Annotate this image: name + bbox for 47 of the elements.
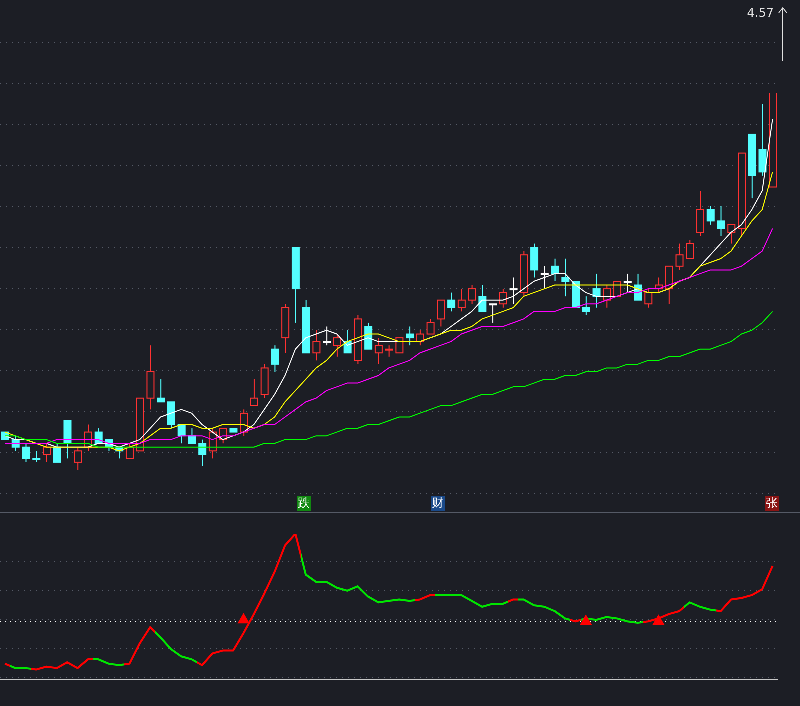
candlestick — [448, 292, 456, 312]
candlestick — [271, 345, 280, 372]
candlestick — [530, 243, 539, 278]
candlestick — [686, 240, 694, 260]
candlestick — [468, 284, 476, 305]
candlestick — [406, 326, 414, 346]
candlestick — [758, 104, 767, 176]
candlestick — [562, 258, 570, 298]
candlestick — [696, 190, 705, 237]
text: 财 — [431, 496, 445, 511]
candlestick — [510, 277, 518, 305]
candlestick — [644, 288, 653, 308]
candlestick — [385, 345, 394, 358]
candlestick — [499, 288, 508, 308]
candlestick — [676, 243, 684, 271]
candlestick — [437, 300, 446, 328]
candlestick — [312, 330, 321, 362]
text: 跌 — [297, 496, 311, 511]
candlestick — [42, 443, 51, 463]
candlestick — [333, 334, 342, 358]
candlestick — [426, 318, 435, 335]
candlestick — [728, 224, 736, 244]
candlestick — [250, 379, 258, 406]
candlestick — [458, 288, 466, 312]
candlestick — [478, 284, 487, 312]
candlestick — [240, 409, 248, 437]
candlestick — [157, 379, 166, 403]
candlestick — [582, 296, 590, 316]
candlestick — [706, 206, 715, 226]
candlestick — [64, 420, 72, 460]
candlestick — [624, 273, 632, 294]
candlestick — [32, 450, 41, 463]
candlestick — [22, 443, 30, 463]
candlestick — [717, 206, 726, 237]
candlestick — [374, 338, 383, 365]
candlestick — [489, 304, 498, 324]
candlestick — [540, 266, 549, 290]
candlestick — [53, 443, 62, 463]
candlestick — [665, 266, 674, 305]
candlestick — [396, 338, 404, 354]
candlestick — [198, 439, 207, 467]
candlestick — [323, 326, 332, 346]
candlestick — [74, 446, 82, 470]
text: 张 — [765, 496, 779, 511]
text: 4.57 — [747, 6, 774, 20]
candlestick — [551, 258, 560, 282]
candlestick — [167, 402, 176, 430]
